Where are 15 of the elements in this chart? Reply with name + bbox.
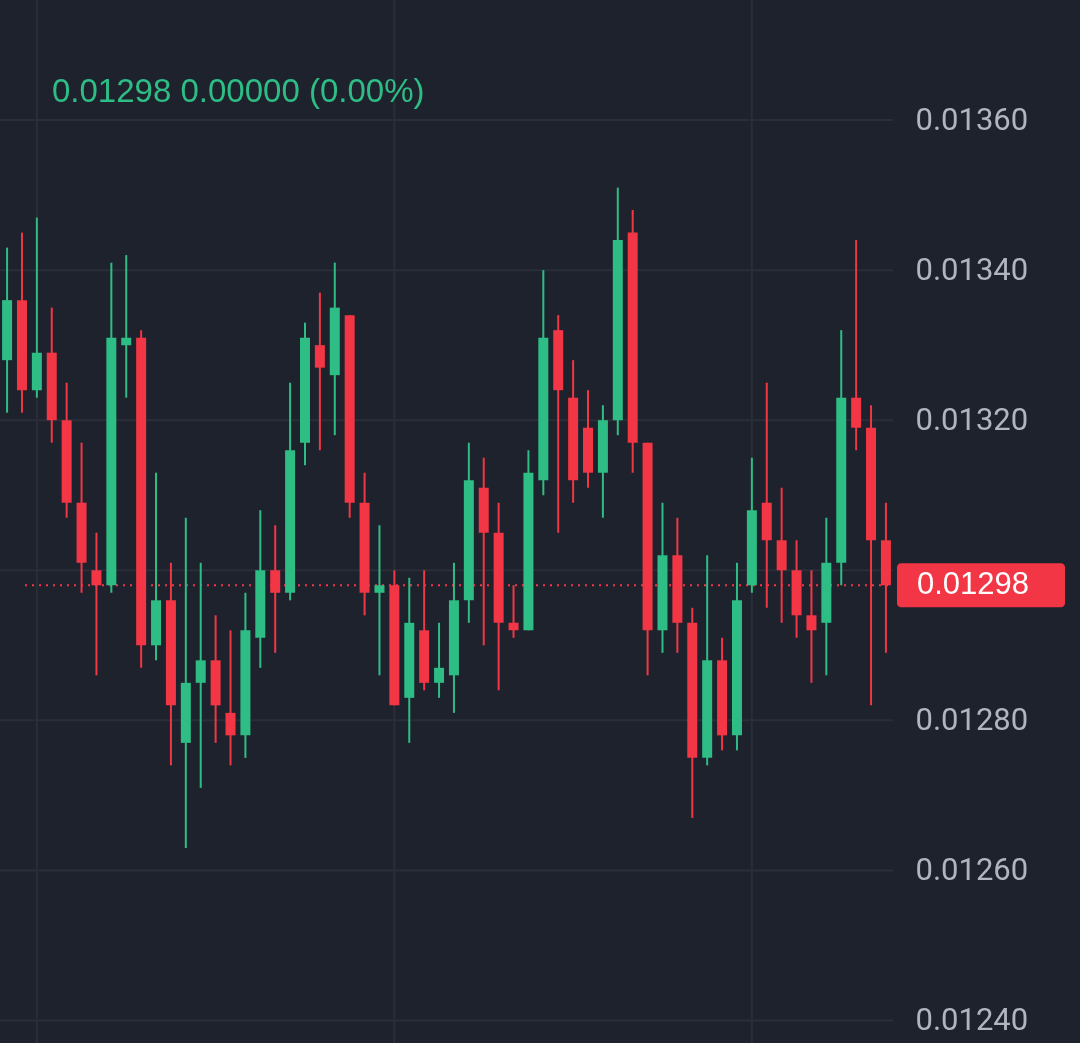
candlestick	[121, 254, 132, 399]
annotation: 0.01298 0.00000 (0.00%)	[52, 72, 425, 109]
candlestick	[434, 621, 445, 699]
candlestick	[225, 629, 236, 767]
ref-line-label: 0.01298	[917, 566, 1030, 602]
candlestick	[314, 291, 325, 452]
y-tick-label: 0.01340	[915, 250, 1029, 288]
y-tick-label: 0.01240	[915, 1000, 1029, 1038]
y-tick-label: 0.01320	[915, 400, 1029, 438]
y-tick-label: 0.01280	[915, 700, 1029, 738]
candlestick	[195, 561, 206, 789]
candlestick	[374, 524, 385, 677]
y-tick-label: 0.01260	[915, 850, 1029, 888]
y-tick-label: 0.01360	[915, 100, 1029, 138]
candlestick	[270, 524, 281, 654]
